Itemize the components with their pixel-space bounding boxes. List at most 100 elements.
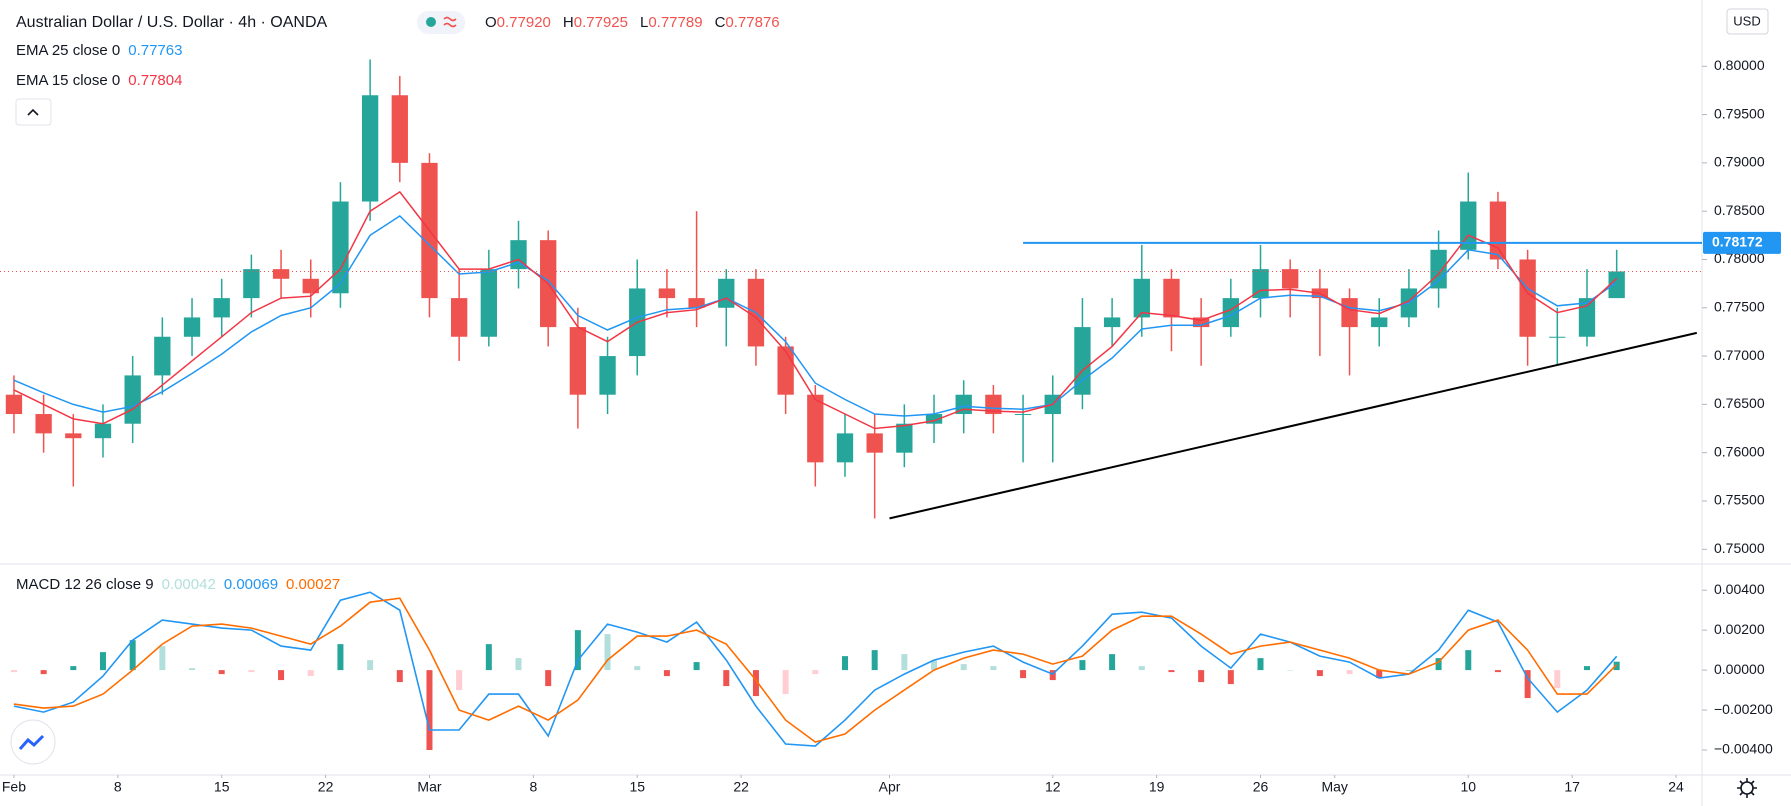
candle-body — [985, 394, 1002, 415]
x-tick-label: 24 — [1668, 779, 1684, 795]
macd-histogram-bar — [812, 670, 819, 675]
ohlc-value: 0.77920 — [497, 14, 551, 31]
x-tick-label: 22 — [318, 779, 334, 795]
indicator-name: EMA 15 close 0 — [16, 72, 120, 89]
currency-label: USD — [1733, 13, 1760, 28]
macd-histogram-bar — [1554, 670, 1561, 689]
x-tick-label: Mar — [417, 779, 441, 795]
candle-body — [777, 346, 794, 395]
macd-line — [13, 591, 1618, 747]
x-tick-label: 10 — [1460, 779, 1476, 795]
data-delay-icon — [443, 16, 457, 28]
macd-histogram-bar — [931, 660, 938, 671]
candle-body — [688, 298, 705, 308]
macd-histogram-bar — [278, 670, 285, 681]
candle-body — [1549, 336, 1566, 338]
candle-body — [302, 278, 319, 294]
candle-body — [836, 433, 854, 463]
macd-histogram-bar — [1257, 658, 1264, 671]
candle-body — [1014, 414, 1032, 416]
y-tick-label: 0.80000 — [1714, 57, 1765, 73]
candle-body — [480, 269, 497, 337]
candle-body — [718, 278, 735, 308]
macd-histogram-bar — [1524, 670, 1531, 699]
macd-histogram-bar — [1376, 670, 1383, 679]
macd-title: MACD 12 26 close 9 — [16, 576, 154, 593]
macd-histogram-bar — [1287, 670, 1294, 671]
candle-body — [1282, 269, 1299, 289]
candle-body — [1430, 249, 1447, 289]
y-tick-label: 0.79000 — [1714, 154, 1765, 170]
macd-histogram-bar — [723, 670, 730, 687]
macd-histogram-bar — [99, 652, 106, 671]
candle-body — [569, 327, 587, 395]
ohlc-key: L — [640, 14, 648, 31]
macd-histogram-bar — [40, 670, 47, 675]
level-price-tag — [1703, 231, 1781, 254]
candle-body — [599, 356, 616, 395]
macd-histogram-bar — [1138, 666, 1145, 671]
candle-body — [658, 288, 676, 299]
ohlc-legend: O0.77920 H0.77925 L0.77789 C0.77876 — [485, 14, 780, 31]
macd-histogram-bar — [901, 654, 908, 671]
candle-body — [213, 298, 230, 318]
macd-legend-value: 0.00042 — [162, 576, 216, 593]
ohlc-value: 0.77876 — [725, 14, 779, 31]
macd-histogram-bar — [515, 658, 522, 671]
macd-histogram-bar — [574, 630, 581, 671]
candle-body — [1163, 278, 1180, 318]
x-tick-label: 26 — [1253, 779, 1269, 795]
x-tick-label: 12 — [1045, 779, 1061, 795]
macd-histogram-bar — [367, 660, 374, 671]
chart-title: Australian Dollar / U.S. Dollar · 4h · O… — [16, 14, 328, 31]
candle-body — [1489, 201, 1507, 260]
y-tick-label: 0.77000 — [1714, 347, 1765, 363]
candle-body — [332, 201, 349, 294]
macd-histogram-bar — [1346, 670, 1353, 675]
macd-histogram-bar — [10, 670, 17, 673]
indicator-legend: EMA 25 close 0 0.77763 — [16, 42, 182, 59]
candle-body — [1192, 317, 1210, 328]
x-tick-label: Feb — [2, 779, 26, 795]
candle-body — [183, 317, 201, 337]
macd-histogram-bar — [70, 666, 77, 671]
y-tick-label: 0.78000 — [1714, 250, 1765, 266]
macd-histogram-bar — [1020, 670, 1027, 679]
candle-body — [1103, 317, 1121, 328]
ohlc-key: H — [563, 14, 574, 31]
candle-body — [925, 414, 943, 424]
macd-histogram-bar — [1405, 670, 1412, 671]
macd-histogram-bar — [485, 644, 492, 671]
macd-histogram-bar — [871, 650, 878, 671]
currency-button[interactable] — [1726, 8, 1769, 35]
macd-legend: MACD 12 26 close 9 0.00042 0.00069 0.00027 — [16, 576, 340, 593]
x-tick-label: 22 — [733, 779, 749, 795]
macd-legend-value: 0.00069 — [224, 576, 278, 593]
logo-badge[interactable] — [10, 719, 56, 765]
y-tick-label: 0.77500 — [1714, 298, 1765, 314]
x-tick-label: Apr — [879, 779, 901, 795]
candle-body — [1341, 298, 1358, 328]
macd-histogram-bar — [1494, 670, 1501, 673]
settings-icon[interactable] — [1737, 778, 1757, 798]
y-tick-label: 0.76500 — [1714, 395, 1765, 411]
y-tick-label: 0.00000 — [1714, 661, 1765, 677]
collapse-legend-button[interactable] — [15, 98, 52, 126]
indicator-name: EMA 25 close 0 — [16, 42, 120, 59]
macd-histogram-bar — [1049, 670, 1056, 681]
candle-body — [1578, 298, 1596, 337]
y-tick-label: 0.75500 — [1714, 492, 1765, 508]
ema-line — [13, 190, 1618, 430]
candle-body — [807, 394, 824, 463]
y-tick-label: 0.75000 — [1714, 540, 1765, 556]
candle-body — [391, 95, 408, 163]
macd-histogram-bar — [337, 644, 344, 671]
collapse-icon — [27, 108, 39, 116]
macd-histogram-bar — [129, 640, 136, 671]
candle-body — [1519, 259, 1536, 337]
status-pill[interactable] — [417, 11, 465, 34]
indicator-legend: EMA 15 close 0 0.77804 — [16, 72, 182, 89]
candle-body — [361, 95, 379, 202]
